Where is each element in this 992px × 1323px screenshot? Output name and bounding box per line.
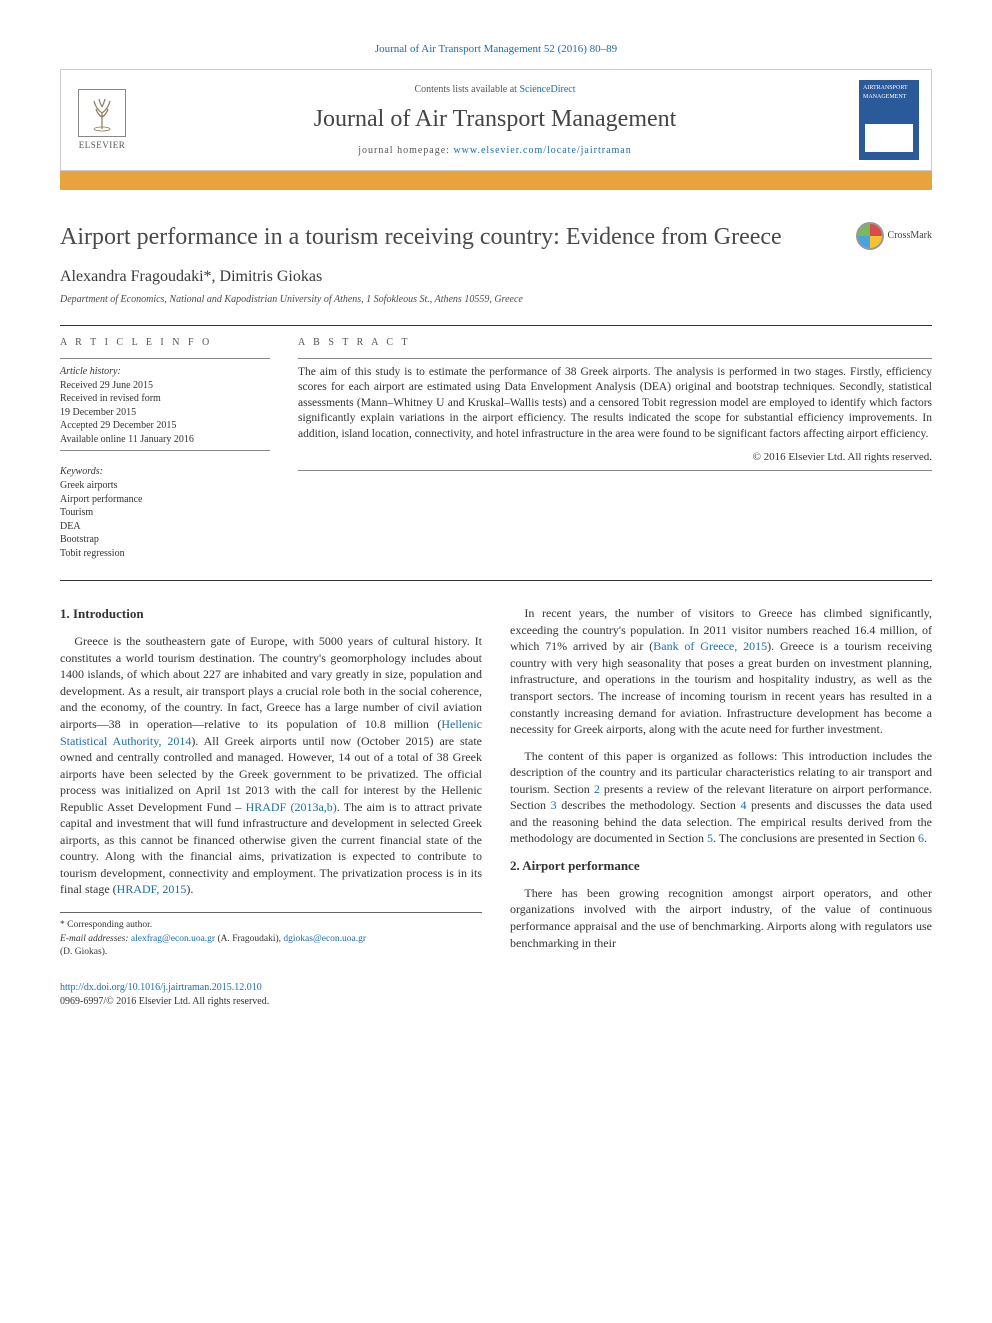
keywords-label: Keywords: <box>60 465 270 479</box>
thin-divider <box>298 358 932 359</box>
header-citation: Journal of Air Transport Management 52 (… <box>60 42 932 57</box>
gold-accent-bar <box>60 170 932 190</box>
intro-paragraph-1: Greece is the southeastern gate of Europ… <box>60 633 482 898</box>
authors: Alexandra Fragoudaki*, Dimitris Giokas <box>60 266 932 288</box>
thin-divider <box>60 450 270 451</box>
keyword: Bootstrap <box>60 533 270 547</box>
keyword: Airport performance <box>60 493 270 507</box>
ref-link-hradf-2013[interactable]: HRADF (2013a,b) <box>246 800 337 814</box>
abstract-copyright: © 2016 Elsevier Ltd. All rights reserved… <box>298 450 932 465</box>
author-email-2[interactable]: dgiokas@econ.uoa.gr <box>283 934 366 944</box>
revised-line1: Received in revised form <box>60 392 270 406</box>
full-divider <box>60 580 932 581</box>
doi-link[interactable]: http://dx.doi.org/10.1016/j.jairtraman.2… <box>60 982 262 993</box>
section-2-heading: 2. Airport performance <box>510 857 932 875</box>
section-2-paragraph-1: There has been growing recognition among… <box>510 885 932 951</box>
crossmark-icon <box>856 222 884 250</box>
publisher-name: ELSEVIER <box>79 139 126 152</box>
revised-line2: 19 December 2015 <box>60 406 270 420</box>
history-label: Article history: <box>60 365 270 379</box>
received-date: Received 29 June 2015 <box>60 379 270 393</box>
keyword: Greek airports <box>60 479 270 493</box>
email-line: E-mail addresses: alexfrag@econ.uoa.gr (… <box>60 933 482 958</box>
divider <box>60 325 932 326</box>
publisher-logo: ELSEVIER <box>73 88 131 152</box>
thin-divider <box>298 470 932 471</box>
masthead: ELSEVIER Contents lists available at Sci… <box>60 69 932 171</box>
accepted-date: Accepted 29 December 2015 <box>60 419 270 433</box>
article-title: Airport performance in a tourism receivi… <box>60 222 844 252</box>
journal-name: Journal of Air Transport Management <box>143 103 847 137</box>
article-info-column: A R T I C L E I N F O Article history: R… <box>60 336 270 561</box>
affiliation: Department of Economics, National and Ka… <box>60 293 932 307</box>
crossmark-label: CrossMark <box>888 229 932 243</box>
ref-link-hradf-2015[interactable]: HRADF, 2015 <box>117 882 187 896</box>
keyword: Tobit regression <box>60 547 270 561</box>
sciencedirect-link[interactable]: ScienceDirect <box>519 84 575 95</box>
journal-homepage: journal homepage: www.elsevier.com/locat… <box>143 144 847 158</box>
contents-prefix: Contents lists available at <box>414 84 519 95</box>
keyword: DEA <box>60 520 270 534</box>
homepage-prefix: journal homepage: <box>358 145 453 156</box>
intro-paragraph-2: In recent years, the number of visitors … <box>510 605 932 737</box>
contents-available: Contents lists available at ScienceDirec… <box>143 83 847 97</box>
intro-paragraph-3: The content of this paper is organized a… <box>510 748 932 847</box>
page-footer: http://dx.doi.org/10.1016/j.jairtraman.2… <box>60 981 932 1009</box>
thin-divider <box>60 358 270 359</box>
corresponding-author-block: * Corresponding author. E-mail addresses… <box>60 912 482 958</box>
issn-copyright: 0969-6997/© 2016 Elsevier Ltd. All right… <box>60 996 269 1007</box>
homepage-link[interactable]: www.elsevier.com/locate/jairtraman <box>453 145 631 156</box>
corresponding-label: * Corresponding author. <box>60 919 482 931</box>
cover-label: AIRTRANSPORT MANAGEMENT <box>863 85 908 99</box>
author-email-1[interactable]: alexfrag@econ.uoa.gr <box>131 934 215 944</box>
keyword: Tourism <box>60 506 270 520</box>
ref-link-bog[interactable]: Bank of Greece, 2015 <box>653 639 767 653</box>
crossmark-badge[interactable]: CrossMark <box>856 222 932 250</box>
online-date: Available online 11 January 2016 <box>60 433 270 447</box>
body-text: 1. Introduction Greece is the southeaste… <box>60 605 932 960</box>
journal-cover-thumb: AIRTRANSPORT MANAGEMENT <box>859 80 919 160</box>
abstract-column: A B S T R A C T The aim of this study is… <box>298 336 932 561</box>
abstract-heading: A B S T R A C T <box>298 336 932 350</box>
elsevier-tree-icon <box>78 89 126 137</box>
article-info-heading: A R T I C L E I N F O <box>60 336 270 350</box>
section-1-heading: 1. Introduction <box>60 605 482 623</box>
abstract-text: The aim of this study is to estimate the… <box>298 365 932 443</box>
